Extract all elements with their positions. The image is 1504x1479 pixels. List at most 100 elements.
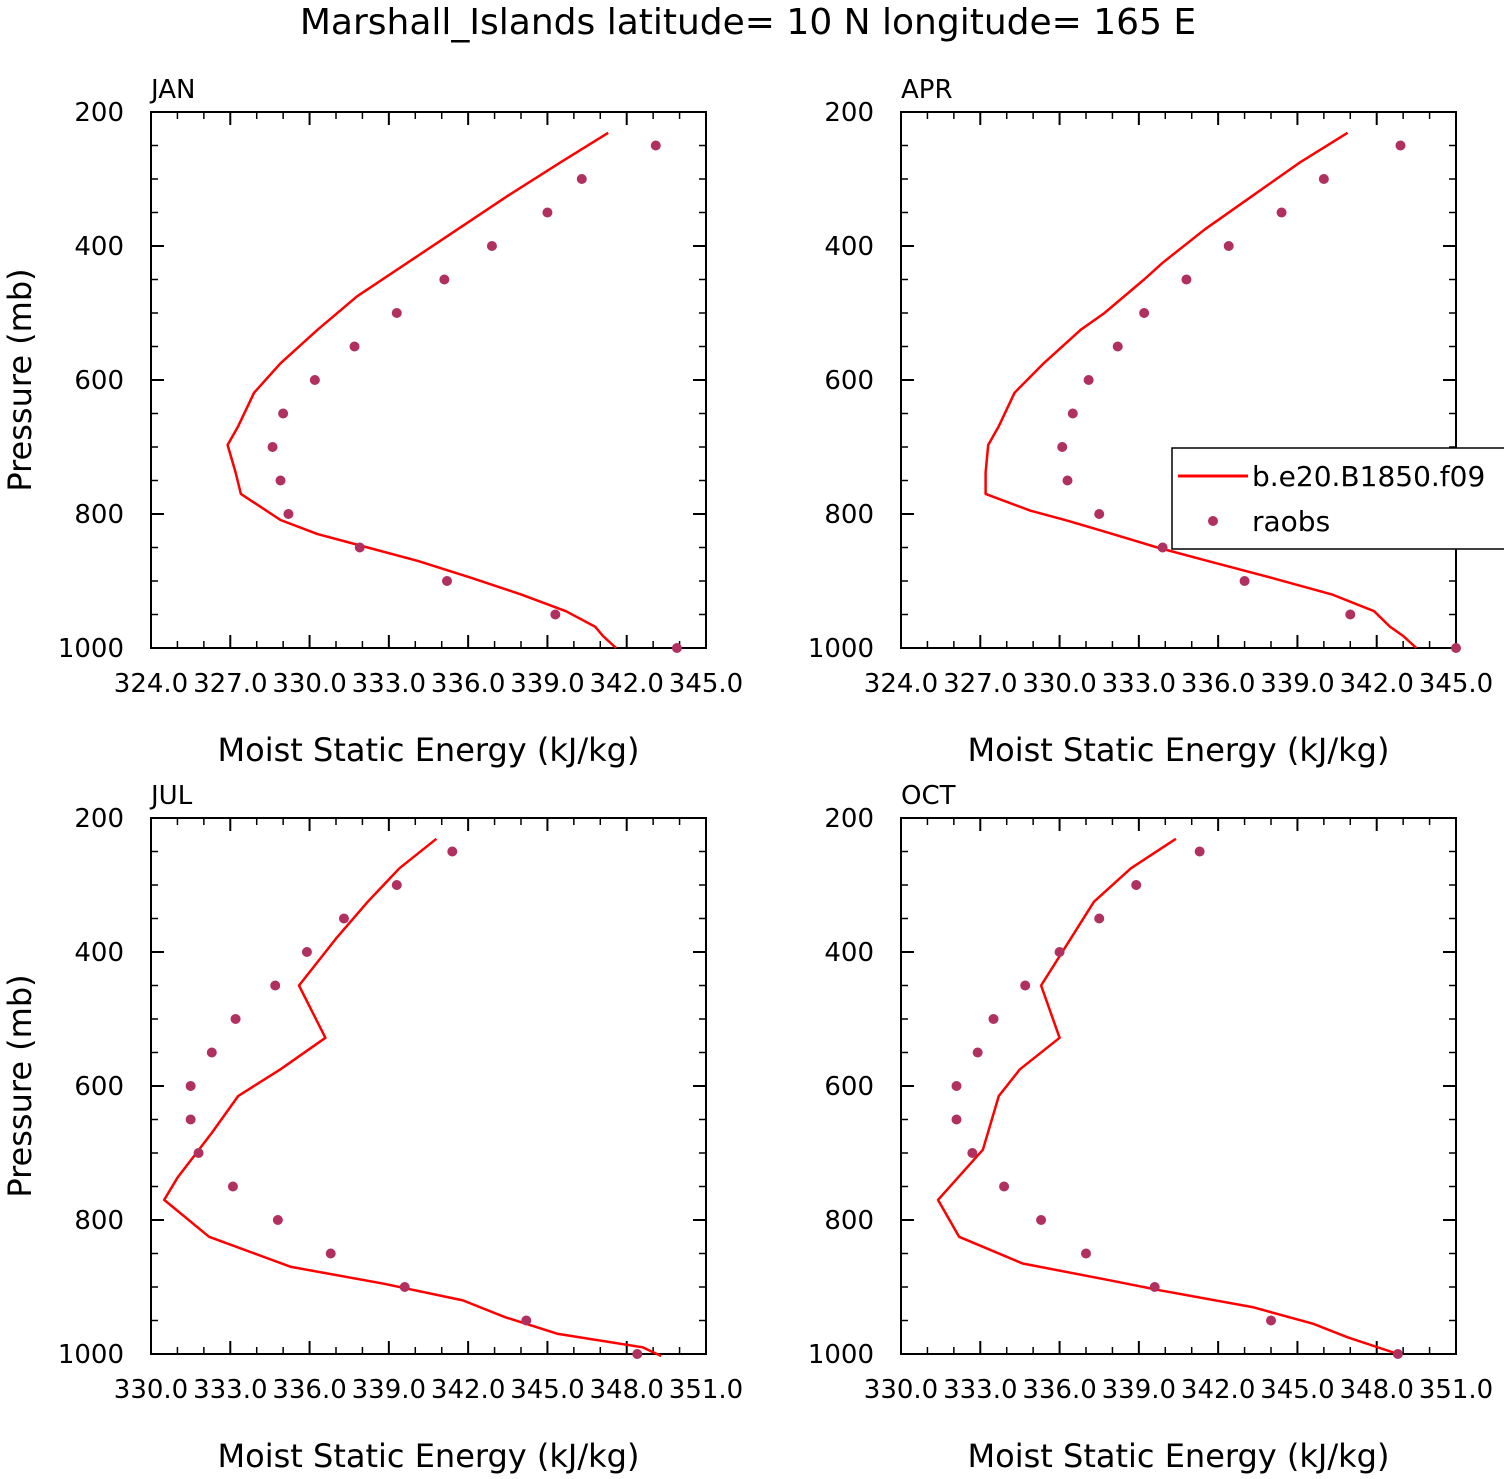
y-tick-label: 1000	[58, 1340, 124, 1370]
x-tick-label: 342.0	[1339, 669, 1413, 699]
raobs-point	[632, 1349, 643, 1359]
raobs-point	[278, 408, 289, 419]
panel-label-oct: OCT	[901, 781, 956, 811]
x-tick-label: 333.0	[193, 1375, 267, 1405]
raobs-point	[442, 576, 452, 586]
raobs-point	[185, 1081, 196, 1091]
raobs-point	[439, 274, 450, 285]
x-tick-label: 351.0	[1419, 1375, 1493, 1405]
legend-obs-label: raobs	[1252, 505, 1330, 538]
x-tick-label: 339.0	[510, 669, 584, 699]
x-tick-label: 327.0	[193, 669, 267, 699]
y-tick-label: 600	[824, 1072, 874, 1102]
raobs-point	[1094, 913, 1105, 924]
x-axis-title-apr: Moist Static Energy (kJ/kg)	[968, 731, 1390, 769]
raobs-point	[1181, 274, 1192, 285]
x-tick-label: 342.0	[431, 1375, 505, 1405]
raobs-point	[1223, 241, 1234, 251]
y-tick-label: 400	[74, 938, 124, 968]
raobs-point	[1157, 542, 1168, 553]
x-tick-label: 345.0	[510, 1375, 584, 1405]
y-tick-label: 800	[824, 1206, 874, 1236]
x-tick-label: 324.0	[114, 669, 188, 699]
legend-marker-swatch	[1208, 516, 1218, 526]
raobs-point	[988, 1014, 999, 1024]
x-tick-label: 339.0	[1102, 1375, 1176, 1405]
figure-title: Marshall_Islands latitude= 10 N longitud…	[300, 2, 1196, 43]
raobs-point	[650, 140, 661, 151]
y-tick-label: 800	[74, 500, 124, 530]
panel-apr: APR 324.0 327.0 330.0 333.0 336.0 339.0 342.0 34…	[808, 75, 1493, 769]
raobs-point	[951, 1081, 962, 1091]
x-tick-label: 336.0	[272, 1375, 346, 1405]
y-tick-label: 800	[824, 500, 874, 530]
x-tick-label: 348.0	[1339, 1375, 1413, 1405]
raobs-point	[1083, 375, 1094, 385]
y-tick-label: 200	[74, 804, 124, 834]
raobs-point	[272, 1215, 283, 1225]
raobs-point	[972, 1047, 983, 1058]
x-axis-title-jan: Moist Static Energy (kJ/kg)	[218, 731, 640, 769]
x-tick-label: 351.0	[669, 1375, 743, 1405]
raobs-point	[1266, 1315, 1276, 1326]
x-tick-label: 336.0	[431, 669, 505, 699]
raobs-point	[1239, 576, 1250, 586]
raobs-point	[338, 913, 349, 924]
raobs-point	[283, 509, 294, 519]
y-tick-label: 400	[824, 938, 874, 968]
raobs-point	[1395, 140, 1406, 151]
model-line-jul	[162, 837, 662, 1358]
raobs-point	[267, 442, 278, 452]
legend-model-label: b.e20.B1850.f09	[1252, 460, 1485, 493]
panel-label-jul: JUL	[149, 781, 193, 811]
raobs-point	[1451, 643, 1461, 653]
raobs-point	[301, 947, 312, 957]
raobs-point	[550, 609, 561, 620]
raobs-point	[576, 174, 587, 184]
y-tick-label: 1000	[808, 1340, 874, 1370]
model-line-apr	[984, 131, 1418, 649]
x-tick-label: 333.0	[1102, 669, 1176, 699]
legend: b.e20.B1850.f09 raobs	[1171, 447, 1504, 550]
y-tick-label: 800	[74, 1206, 124, 1236]
raobs-point	[447, 846, 458, 857]
model-line-oct	[936, 837, 1399, 1356]
raobs-point	[230, 1014, 241, 1024]
raobs-point	[349, 341, 360, 352]
raobs-point	[1149, 1282, 1160, 1292]
y-tick-label: 400	[824, 232, 874, 262]
raobs-point	[309, 375, 320, 385]
raobs-point	[671, 643, 682, 653]
panel-oct: OCT 330.0 333.0 336.0 339.0 342.0 345.0 348.0 35…	[808, 781, 1493, 1475]
raobs-point	[486, 241, 497, 251]
raobs-point	[1139, 308, 1150, 318]
raobs-point	[967, 1148, 978, 1158]
raobs-point	[185, 1114, 196, 1125]
x-axis-title-oct: Moist Static Energy (kJ/kg)	[968, 1437, 1390, 1475]
x-tick-label: 342.0	[1181, 1375, 1255, 1405]
x-tick-label: 342.0	[589, 669, 663, 699]
raobs-point	[206, 1047, 217, 1058]
x-axis-title-jul: Moist Static Energy (kJ/kg)	[218, 1437, 640, 1475]
y-tick-label: 200	[824, 804, 874, 834]
panel-label-apr: APR	[901, 75, 953, 105]
x-tick-label: 339.0	[352, 1375, 426, 1405]
x-tick-label: 339.0	[1260, 669, 1334, 699]
raobs-point	[1345, 609, 1356, 620]
y-tick-label: 600	[74, 1072, 124, 1102]
raobs-point	[1318, 174, 1329, 184]
raobs-point	[325, 1248, 336, 1259]
x-tick-label: 330.0	[272, 669, 346, 699]
raobs-point	[1067, 408, 1078, 419]
raobs-point	[227, 1181, 238, 1192]
model-line-jan	[226, 131, 617, 649]
y-tick-label: 1000	[58, 634, 124, 664]
raobs-point	[1131, 880, 1142, 890]
raobs-point	[1094, 509, 1105, 519]
x-tick-label: 333.0	[943, 1375, 1017, 1405]
raobs-point	[1057, 442, 1068, 452]
raobs-point	[1036, 1215, 1047, 1225]
